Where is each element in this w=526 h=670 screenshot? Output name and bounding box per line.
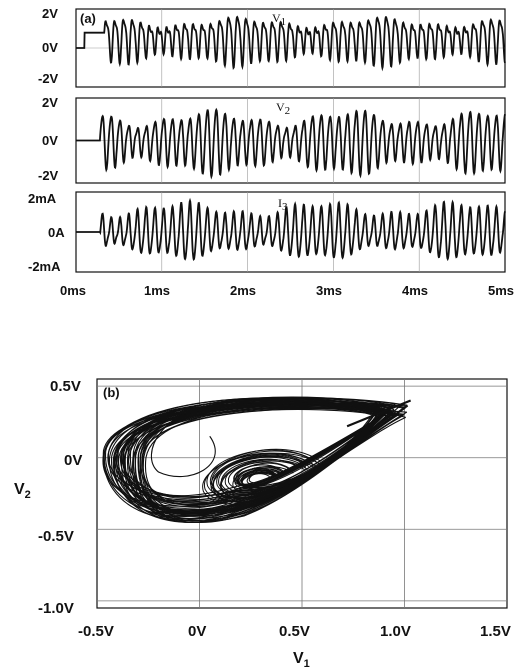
panel-b-ytick-0: 0.5V xyxy=(50,378,81,395)
panel-b: (b) 0.5V 0V -0.5V -1.0V -0.5V 0V 0.5V 1.… xyxy=(14,378,511,670)
series-v2-label: V2 xyxy=(276,100,290,117)
attractor-inner-loop xyxy=(228,414,385,490)
subplot-v1-ytick-top: 2V xyxy=(42,6,58,21)
subplot-v1-ytick-bot: -2V xyxy=(38,71,59,86)
panel-a-xtick-2: 2ms xyxy=(230,283,256,298)
subplot-i3-ytick-bot: -2mA xyxy=(28,259,61,274)
panel-a-label: (a) xyxy=(80,11,96,26)
panel-b-xtick-3: 1.0V xyxy=(380,623,411,640)
panel-a-xtick-3: 3ms xyxy=(316,283,342,298)
series-v1-label-main: V xyxy=(272,11,281,25)
subplot-v1-ytick-mid: 0V xyxy=(42,40,58,55)
series-v2-label-sub: 2 xyxy=(285,105,291,117)
attractor-inner-loop xyxy=(218,414,385,495)
subplot-i3-ytick-mid: 0A xyxy=(48,225,65,240)
attractor-inner-loop xyxy=(213,414,385,499)
panel-b-label: (b) xyxy=(103,385,120,400)
panel-b-xtick-2: 0.5V xyxy=(279,623,310,640)
series-v1-line xyxy=(76,15,506,72)
series-v1-label-sub: 1 xyxy=(281,16,287,28)
panel-a: (a) V1 2V 0V -2V V2 2V 0V -2V I3 2mA 0A … xyxy=(28,6,514,298)
series-v2-line xyxy=(76,107,506,180)
panel-b-xlabel-sub: 1 xyxy=(304,658,310,670)
panel-a-xtick-1: 1ms xyxy=(144,283,170,298)
panel-b-xlabel: V1 xyxy=(293,650,310,670)
attractor-inner-loop xyxy=(235,414,385,487)
attractor-tip xyxy=(346,399,412,428)
panel-b-xlabel-main: V xyxy=(293,650,304,667)
panel-b-ylabel-main: V xyxy=(14,481,25,498)
panel-b-xtick-0: -0.5V xyxy=(78,623,114,640)
attractor-inner-loop xyxy=(239,414,385,488)
attractor-inner-loop xyxy=(248,414,385,484)
subplot-v1-grid xyxy=(76,9,505,87)
attractor-trajectory xyxy=(102,396,412,523)
panel-a-xtick-4: 4ms xyxy=(402,283,428,298)
series-i3-label-main: I xyxy=(278,196,282,210)
subplot-v2-ytick-bot: -2V xyxy=(38,168,59,183)
subplot-i3-ytick-top: 2mA xyxy=(28,191,57,206)
panel-b-ytick-1: 0V xyxy=(64,452,82,469)
series-i3-label: I3 xyxy=(278,196,288,213)
panel-b-yticks: 0.5V 0V -0.5V -1.0V xyxy=(38,378,82,617)
series-v1-label: V1 xyxy=(272,11,286,28)
series-i3-line xyxy=(76,197,506,262)
panel-a-xtick-0: 0ms xyxy=(60,283,86,298)
subplot-v2-ytick-mid: 0V xyxy=(42,133,58,148)
attractor-loop xyxy=(132,397,408,523)
series-v2-label-main: V xyxy=(276,100,285,114)
panel-b-ytick-3: -1.0V xyxy=(38,600,74,617)
panel-a-xtick-5: 5ms xyxy=(488,283,514,298)
series-i3-label-sub: 3 xyxy=(282,201,288,213)
subplot-v1: (a) V1 2V 0V -2V xyxy=(38,6,506,88)
attractor-inner-loop xyxy=(204,414,385,502)
panel-b-xticks: -0.5V 0V 0.5V 1.0V 1.5V xyxy=(78,623,511,640)
panel-b-xtick-4: 1.5V xyxy=(480,623,511,640)
subplot-v2: V2 2V 0V -2V xyxy=(38,95,506,184)
subplot-i3-grid xyxy=(76,192,505,272)
panel-b-xtick-1: 0V xyxy=(188,623,206,640)
attractor-inner-loop xyxy=(216,414,385,496)
subplot-i3: I3 2mA 0A -2mA xyxy=(28,191,506,274)
attractor-inner-loop xyxy=(233,414,385,486)
panel-a-xticks: 0ms 1ms 2ms 3ms 4ms 5ms xyxy=(60,283,514,298)
panel-b-ylabel-sub: 2 xyxy=(25,489,31,501)
attractor-central-loop xyxy=(150,404,225,478)
attractor-inner-loop xyxy=(224,414,385,493)
panel-b-ytick-2: -0.5V xyxy=(38,528,74,545)
panel-b-ylabel: V2 xyxy=(14,481,31,501)
subplot-v2-ytick-top: 2V xyxy=(42,95,58,110)
